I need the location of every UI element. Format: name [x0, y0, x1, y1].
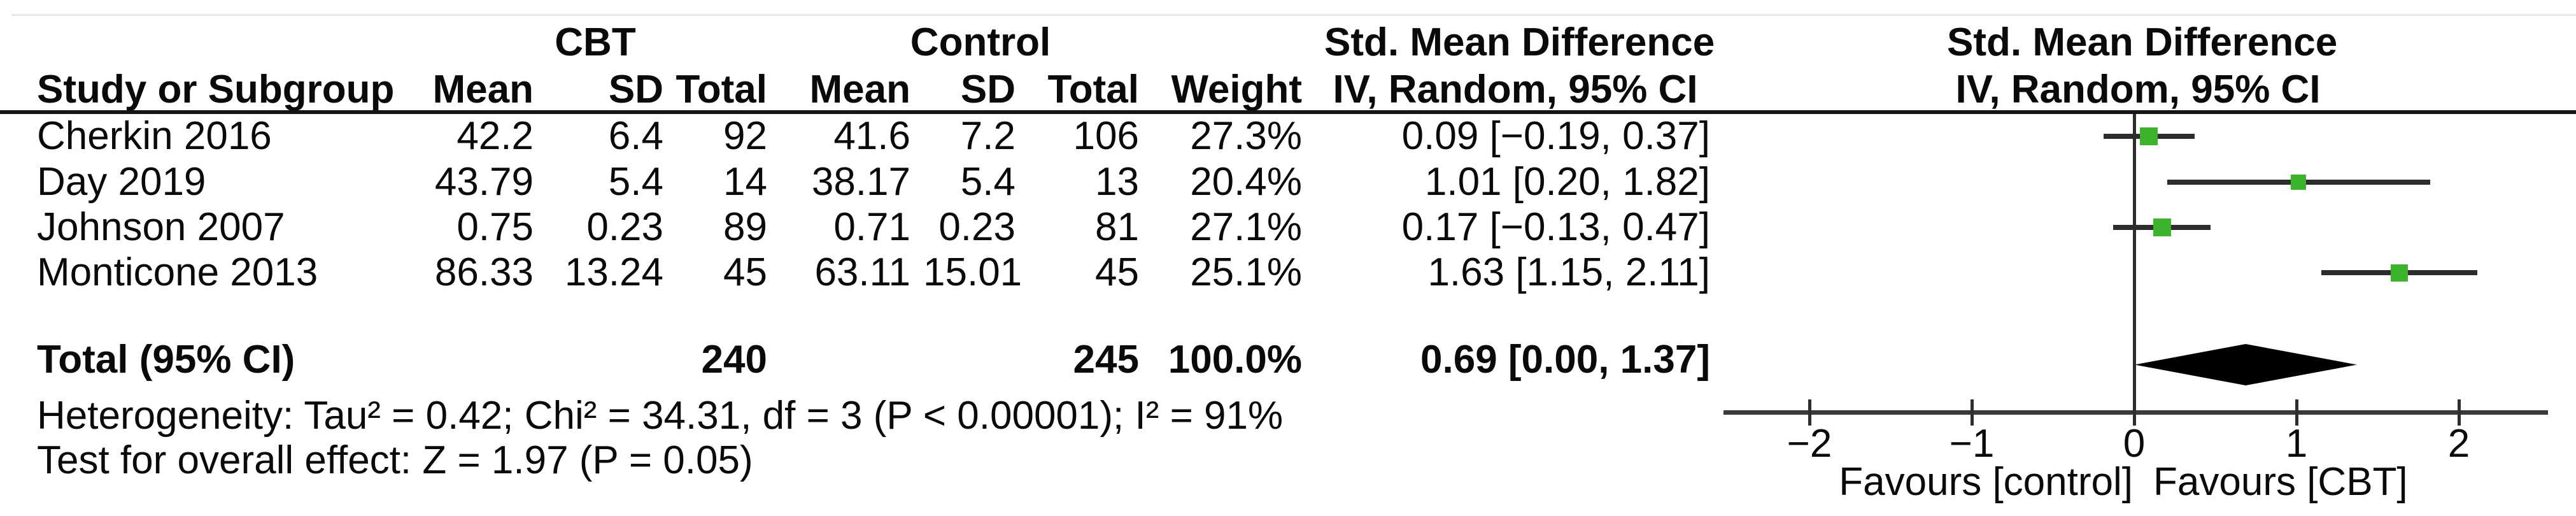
col-header-ci: IV, Random, 95% CI — [1333, 68, 1698, 111]
col-header-total-cbt: Total — [676, 68, 768, 111]
mean-cbt: 86.33 — [434, 250, 534, 294]
x-axis-tick — [2295, 399, 2298, 426]
x-axis-tick — [2458, 399, 2461, 426]
total-cbt: 89 — [723, 205, 767, 249]
plot-title: Std. Mean Difference — [1947, 20, 2338, 64]
total-weight: 100.0% — [1168, 338, 1302, 382]
weight: 25.1% — [1190, 250, 1302, 294]
header-row-columns: Study or Subgroup Mean SD Total Mean SD … — [0, 68, 2576, 112]
header-rule — [0, 110, 2576, 114]
heterogeneity-text: Heterogeneity: Tau² = 0.42; Chi² = 34.31… — [37, 394, 1284, 438]
x-tick-label: −2 — [1787, 422, 1832, 466]
x-tick-label: 2 — [2447, 422, 2470, 466]
weight: 20.4% — [1190, 160, 1302, 204]
sd-cbt: 6.4 — [608, 114, 663, 158]
x-axis-tick — [1808, 399, 1811, 426]
total-label: Total (95% CI) — [37, 338, 295, 382]
col-header-sd-control: SD — [960, 68, 1016, 111]
weight: 27.1% — [1190, 205, 1302, 249]
effect-square — [2390, 264, 2408, 282]
mean-control: 38.17 — [811, 160, 910, 204]
total-control: 106 — [1073, 114, 1139, 158]
weight: 27.3% — [1190, 114, 1302, 158]
sd-control: 15.01 — [923, 250, 1023, 294]
sd-cbt: 0.23 — [586, 205, 663, 249]
smd-ci-text: 0.17 [−0.13, 0.47] — [1401, 205, 1710, 249]
zero-reference-line — [2133, 114, 2136, 412]
total-control: 81 — [1095, 205, 1139, 249]
overall-effect-row: Test for overall effect: Z = 1.97 (P = 0… — [0, 438, 2576, 483]
effect-square — [2291, 175, 2307, 190]
favours-cbt-label: Favours [CBT] — [2153, 460, 2408, 504]
sd-control: 5.4 — [960, 160, 1016, 204]
table-row: Monticone 2013 86.33 13.24 45 63.11 15.0… — [0, 250, 2576, 295]
study-label: Johnson 2007 — [37, 205, 285, 249]
favours-control-label: Favours [control] — [1839, 460, 2133, 504]
total-cbt: 14 — [723, 160, 767, 204]
col-header-weight: Weight — [1171, 68, 1303, 111]
total-control: 13 — [1095, 160, 1139, 204]
col-header-total-control: Total — [1047, 68, 1140, 111]
total-n-control: 245 — [1073, 338, 1139, 382]
study-label: Monticone 2013 — [37, 250, 318, 294]
table-row: Cherkin 2016 42.2 6.4 92 41.6 7.2 106 27… — [0, 114, 2576, 159]
table-row: Johnson 2007 0.75 0.23 89 0.71 0.23 81 2… — [0, 205, 2576, 250]
col-header-mean-cbt: Mean — [432, 68, 534, 111]
total-cbt: 45 — [723, 250, 767, 294]
col-header-sd-cbt: SD — [608, 68, 663, 111]
mean-cbt: 0.75 — [456, 205, 534, 249]
col-header-study: Study or Subgroup — [37, 68, 395, 111]
x-axis-tick — [1971, 399, 1974, 426]
smd-column-title: Std. Mean Difference — [1324, 20, 1715, 64]
sd-control: 0.23 — [938, 205, 1016, 249]
col-header-mean-control: Mean — [809, 68, 910, 111]
group-header-cbt: CBT — [555, 20, 636, 64]
top-border-line — [11, 14, 2576, 16]
x-tick-label: 1 — [2285, 422, 2308, 466]
header-row-groups: CBT Control Std. Mean Difference Std. Me… — [0, 20, 2576, 65]
group-header-control: Control — [910, 20, 1051, 64]
smd-ci-text: 1.63 [1.15, 2.11] — [1427, 250, 1710, 294]
smd-ci-text: 0.09 [−0.19, 0.37] — [1401, 114, 1710, 158]
study-label: Cherkin 2016 — [37, 114, 272, 158]
overall-effect-text: Test for overall effect: Z = 1.97 (P = 0… — [37, 438, 753, 482]
heterogeneity-row: Heterogeneity: Tau² = 0.42; Chi² = 34.31… — [0, 394, 2576, 438]
x-axis-tick — [2133, 399, 2136, 426]
mean-cbt: 42.2 — [456, 114, 534, 158]
table-row: Day 2019 43.79 5.4 14 38.17 5.4 13 20.4%… — [0, 160, 2576, 204]
mean-cbt: 43.79 — [434, 160, 534, 204]
effect-square — [2153, 219, 2171, 236]
effect-square — [2140, 127, 2158, 145]
plot-subtitle: IV, Random, 95% CI — [1955, 68, 2321, 111]
mean-control: 41.6 — [833, 114, 910, 158]
total-cbt: 92 — [723, 114, 767, 158]
x-tick-label: −1 — [1949, 422, 1995, 466]
mean-control: 63.11 — [814, 250, 910, 294]
mean-control: 0.71 — [833, 205, 910, 249]
total-control: 45 — [1095, 250, 1139, 294]
sd-control: 7.2 — [960, 114, 1016, 158]
smd-ci-text: 1.01 [0.20, 1.82] — [1424, 160, 1710, 204]
study-label: Day 2019 — [37, 160, 206, 204]
total-smd-ci-text: 0.69 [0.00, 1.37] — [1420, 338, 1710, 382]
total-n-cbt: 240 — [701, 338, 767, 382]
sd-cbt: 5.4 — [608, 160, 663, 204]
x-tick-label: 0 — [2123, 422, 2146, 466]
total-row: Total (95% CI) 240 245 100.0% 0.69 [0.00… — [0, 338, 2576, 382]
sd-cbt: 13.24 — [564, 250, 663, 294]
